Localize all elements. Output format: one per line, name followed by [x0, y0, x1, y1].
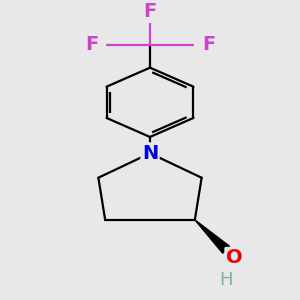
Text: F: F: [202, 35, 215, 54]
Text: H: H: [219, 271, 233, 289]
Polygon shape: [195, 220, 230, 253]
Text: O: O: [226, 248, 242, 267]
Text: F: F: [85, 35, 98, 54]
Text: N: N: [142, 144, 158, 163]
Text: F: F: [143, 2, 157, 22]
